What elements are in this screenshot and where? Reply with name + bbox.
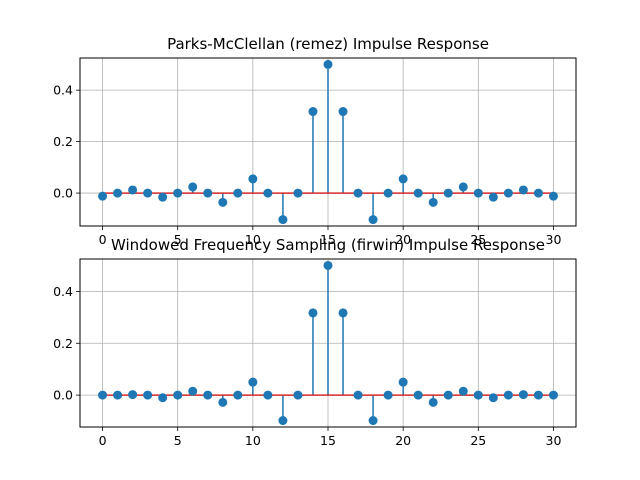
bottom-plot-xtick-label: 15 [320, 433, 336, 448]
bottom-plot-stem-marker [218, 397, 228, 407]
bottom-plot-stem-marker [203, 390, 213, 400]
bottom-plot-stem-marker [278, 416, 288, 426]
bottom-plot-stem-marker [323, 260, 333, 270]
bottom-plot-xtick-label: 10 [245, 433, 261, 448]
bottom-plot-stems [98, 260, 558, 426]
bottom-plot-stem-marker [98, 390, 108, 400]
top-plot-xtick-label: 10 [245, 232, 261, 247]
bottom-plot-ticks: 0 5 10 15 20 25 30 0.0 0.2 0.4 [53, 284, 561, 448]
bottom-plot-stem-marker [548, 390, 558, 400]
bottom-plot-stem-marker [503, 390, 513, 400]
bottom-plot-title: Windowed Frequency Sampling (firwin) Imp… [111, 236, 545, 254]
top-plot-stem-marker [98, 191, 108, 201]
top-plot-stem-marker [143, 188, 153, 198]
bottom-plot-xtick-label: 30 [546, 433, 562, 448]
top-plot-stem-marker [233, 188, 243, 198]
top-plot-stem-marker [338, 107, 348, 117]
bottom-plot-stem-marker [473, 390, 483, 400]
bottom-plot-stem-marker [353, 390, 363, 400]
top-plot-xtick-label: 30 [546, 232, 562, 247]
top-plot-stem-marker [548, 191, 558, 201]
top-plot-stem-marker [263, 188, 273, 198]
bottom-plot-stem-marker [488, 393, 498, 403]
top-plot-stem-marker [503, 188, 513, 198]
top-plot-stem-marker [458, 182, 468, 192]
bottom-plot-stem-marker [293, 390, 303, 400]
top-plot-stem-marker [128, 185, 138, 195]
bottom-plot: 0 5 10 15 20 25 30 0.0 0.2 0.4 Windowed Frequency… [53, 236, 577, 448]
top-plot-stem-marker [308, 107, 318, 117]
top-plot-stem-marker [353, 188, 363, 198]
bottom-plot-stem-marker [413, 390, 423, 400]
bottom-plot-stem-marker [443, 390, 453, 400]
top-plot-stem-marker [533, 188, 543, 198]
bottom-plot-stem-marker [428, 397, 438, 407]
top-plot-ticks: 0 5 10 15 20 25 30 0.0 0.2 0.4 [53, 83, 561, 247]
bottom-plot-ytick-label: 0.2 [53, 336, 73, 351]
top-plot-stem-marker [443, 188, 453, 198]
top-plot-stem-marker [413, 188, 423, 198]
top-plot: 0 5 10 15 20 25 30 0.0 0.2 0.4 Parks-McClellan (r… [53, 35, 577, 247]
bottom-plot-ytick-label: 0.4 [53, 284, 73, 299]
top-plot-stem-marker [218, 197, 228, 207]
bottom-plot-stem-marker [533, 390, 543, 400]
top-plot-stem-marker [518, 185, 528, 195]
top-plot-stem-marker [293, 188, 303, 198]
top-plot-stem-marker [248, 174, 258, 184]
top-plot-stem-marker [368, 215, 378, 225]
bottom-plot-stem-marker [233, 390, 243, 400]
bottom-plot-ytick-label: 0.0 [53, 388, 73, 403]
top-plot-stem-marker [488, 192, 498, 202]
top-plot-ytick-label: 0.0 [53, 186, 73, 201]
top-plot-stem-marker [383, 188, 393, 198]
bottom-plot-xtick-label: 20 [395, 433, 411, 448]
top-plot-stem-marker [113, 188, 123, 198]
bottom-plot-stem-marker [308, 308, 318, 318]
top-plot-stem-marker [278, 215, 288, 225]
bottom-plot-stem-marker [188, 386, 198, 396]
top-plot-stem-marker [398, 174, 408, 184]
bottom-plot-stem-marker [128, 390, 138, 400]
top-plot-xtick-label: 15 [320, 232, 336, 247]
top-plot-title: Parks-McClellan (remez) Impulse Response [167, 35, 489, 53]
bottom-plot-xtick-label: 5 [174, 433, 182, 448]
top-plot-stem-marker [323, 59, 333, 69]
top-plot-stem-marker [203, 188, 213, 198]
top-plot-stem-marker [173, 188, 183, 198]
bottom-plot-xtick-label: 25 [470, 433, 486, 448]
bottom-plot-stem-marker [518, 390, 528, 400]
top-plot-stem-marker [188, 182, 198, 192]
top-plot-xtick-label: 0 [99, 232, 107, 247]
bottom-plot-stem-marker [143, 390, 153, 400]
bottom-plot-xtick-label: 0 [99, 433, 107, 448]
bottom-plot-stem-marker [158, 393, 168, 403]
top-plot-stems [98, 59, 558, 225]
top-plot-ytick-label: 0.2 [53, 134, 73, 149]
bottom-plot-stem-marker [398, 377, 408, 387]
bottom-plot-stem-marker [458, 386, 468, 396]
bottom-plot-stem-marker [338, 308, 348, 318]
top-plot-xtick-label: 20 [395, 232, 411, 247]
top-plot-stem-marker [473, 188, 483, 198]
top-plot-stem-marker [428, 197, 438, 207]
top-plot-xtick-label: 5 [174, 232, 182, 247]
top-plot-xtick-label: 25 [470, 232, 486, 247]
top-plot-ytick-label: 0.4 [53, 83, 73, 98]
bottom-plot-stem-marker [368, 416, 378, 426]
bottom-plot-stem-marker [383, 390, 393, 400]
bottom-plot-stem-marker [173, 390, 183, 400]
bottom-plot-stem-marker [263, 390, 273, 400]
top-plot-stem-marker [158, 192, 168, 202]
bottom-plot-stem-marker [248, 377, 258, 387]
bottom-plot-stem-marker [113, 390, 123, 400]
